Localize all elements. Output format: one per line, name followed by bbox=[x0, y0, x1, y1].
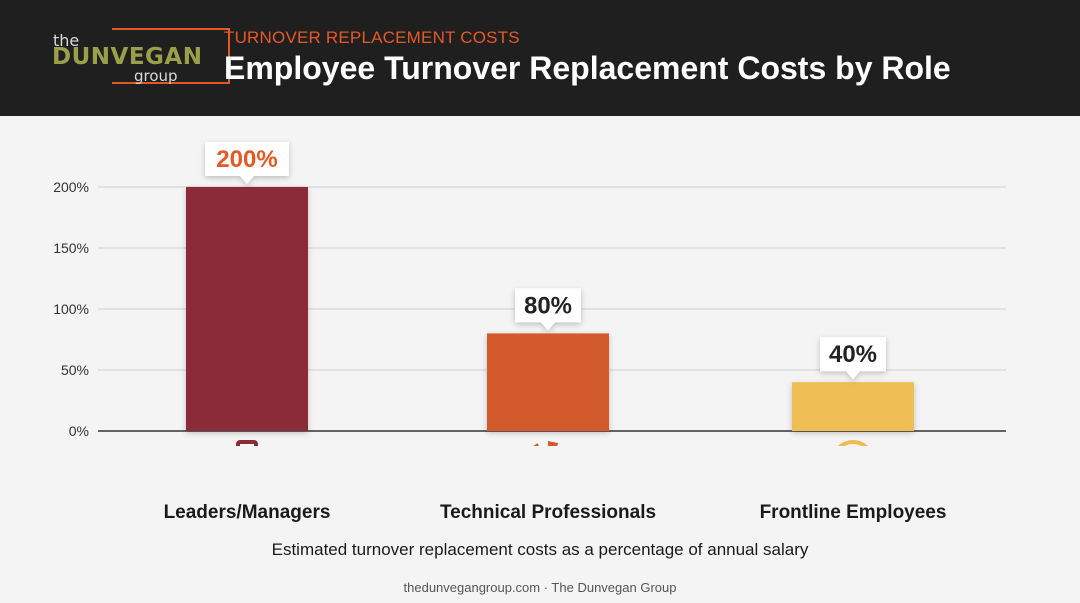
bar-leaders-managers bbox=[186, 187, 308, 431]
gear-wrench-icon bbox=[533, 441, 559, 446]
logo-the: the bbox=[53, 31, 80, 50]
chart-caption: Estimated turnover replacement costs as … bbox=[271, 540, 809, 559]
briefcase-tie-icon bbox=[236, 440, 258, 446]
y-tick-label: 0% bbox=[69, 423, 89, 439]
y-tick-label: 200% bbox=[53, 179, 89, 195]
value-callout: 200% bbox=[205, 142, 289, 184]
dunvegan-logo: the DUNVEGAN group bbox=[52, 28, 230, 90]
callout-box bbox=[820, 337, 886, 380]
footer-credit: thedunvegangroup.com · The Dunvegan Grou… bbox=[403, 580, 677, 595]
page-title: Employee Turnover Replacement Costs by R… bbox=[224, 50, 951, 86]
y-tick-label: 150% bbox=[53, 240, 89, 256]
callout-box bbox=[515, 288, 581, 331]
header-bar: the DUNVEGAN group TURNOVER REPLACEMENT … bbox=[0, 0, 1080, 116]
callout-box bbox=[205, 142, 289, 184]
bar-chart: 0% 50% 100% 150% 200% 200% 80% 40% bbox=[53, 142, 1006, 446]
category-label: Technical Professionals bbox=[439, 502, 657, 523]
logo-name: DUNVEGAN bbox=[52, 44, 203, 70]
category-label: Frontline Employees bbox=[759, 502, 947, 523]
category-label: Leaders/Managers bbox=[163, 502, 331, 523]
headset-person-icon bbox=[838, 440, 868, 446]
y-tick-label: 50% bbox=[61, 362, 89, 378]
logo-group: group bbox=[134, 67, 178, 85]
bar-technical-professionals bbox=[487, 333, 609, 431]
value-callout: 80% bbox=[515, 288, 581, 331]
y-tick-label: 100% bbox=[53, 301, 89, 317]
value-callout: 40% bbox=[820, 337, 886, 380]
logo-frame bbox=[112, 28, 230, 84]
header-kicker: TURNOVER REPLACEMENT COSTS bbox=[224, 28, 520, 47]
data-label: 40% bbox=[829, 341, 877, 368]
bar-frontline-employees bbox=[792, 382, 914, 431]
data-label: 200% bbox=[216, 146, 277, 173]
data-label: 80% bbox=[524, 292, 572, 319]
